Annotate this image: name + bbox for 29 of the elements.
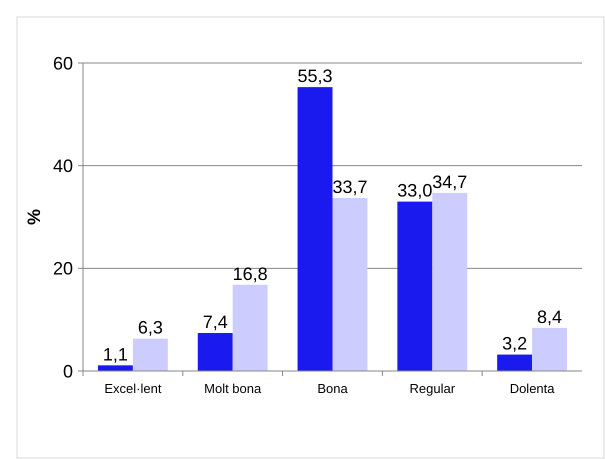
bar [332,198,368,371]
data-label: 34,7 [432,172,468,192]
data-label: 16,8 [232,264,268,284]
bar [198,333,233,371]
x-tick-label: Excel·lent [104,381,162,396]
bar [298,87,332,371]
x-tick-label: Regular [410,381,456,396]
bar [432,192,468,371]
data-label: 33,7 [332,177,368,198]
data-label: 7,4 [202,312,228,332]
x-tick-label: Bona [317,381,348,396]
x-tick-label: Molt bona [204,381,262,396]
bar [497,354,532,371]
y-axis-title: % [24,208,44,226]
y-tick-label: 0 [62,361,73,382]
y-tick-label: 20 [52,258,73,279]
data-label: 3,2 [502,334,528,354]
data-label: 33,0 [397,180,432,201]
data-label: 1,1 [102,344,128,364]
bar [532,328,568,371]
bar [397,202,432,371]
data-label: 55,3 [298,66,333,86]
bar [132,338,168,371]
data-label: 8,4 [537,306,562,327]
bar [232,284,268,371]
y-tick-label: 60 [52,53,73,74]
y-tick-label: 40 [52,156,73,176]
x-tick-label: Dolenta [510,381,556,396]
data-label: 6,3 [138,318,163,338]
